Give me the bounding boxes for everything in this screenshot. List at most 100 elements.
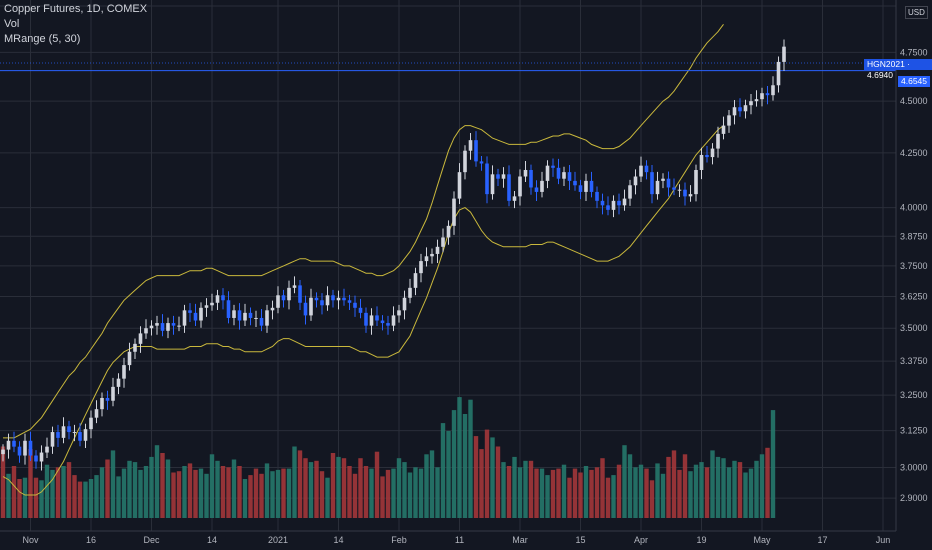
candle-body [61, 426, 66, 438]
volume-bar [193, 469, 198, 518]
candle-body [39, 452, 44, 462]
currency-label[interactable]: USD [905, 6, 928, 19]
candle-body [622, 198, 627, 206]
chart-legend: Copper Futures, 1D, COMEX Vol MRange (5,… [4, 2, 147, 47]
volume-bar [715, 456, 721, 518]
volume-bar [501, 462, 506, 518]
candle-body [639, 165, 643, 177]
candle-body [540, 180, 544, 192]
candle-body [243, 312, 247, 321]
candle-body [270, 307, 275, 311]
candle-body [347, 300, 352, 303]
volume-bar [418, 468, 424, 518]
x-tick-label: Jun [876, 535, 891, 545]
volume-bar [132, 462, 138, 518]
volume-bar [385, 469, 391, 518]
volume-bar [248, 475, 253, 518]
candle-body [358, 307, 363, 313]
y-tick-label: 4.2500 [900, 148, 928, 158]
volume-bar [479, 449, 484, 518]
candle-body [303, 302, 308, 316]
volume-bar [732, 460, 737, 518]
candle-body [215, 295, 220, 303]
candle-body [276, 295, 280, 308]
candle-body [116, 378, 121, 387]
candle-body [479, 161, 484, 164]
x-tick-label: Dec [143, 535, 160, 545]
candle-body [496, 174, 500, 179]
volume-bar [512, 456, 517, 518]
volume-bar [88, 479, 94, 518]
volume-bar [594, 467, 600, 518]
candle-body [237, 310, 242, 321]
volume-bar [72, 475, 77, 518]
volume-bar [116, 476, 121, 518]
candle-body [501, 174, 506, 179]
volume-bar [17, 479, 22, 518]
volume-bar [165, 459, 171, 518]
volume-bar [765, 447, 770, 518]
y-tick-label: 4.0000 [900, 203, 928, 213]
x-tick-label: Nov [22, 535, 39, 545]
candle-body [567, 172, 572, 181]
volume-bar [0, 446, 6, 518]
volume-bar [704, 467, 710, 518]
volume-bar [589, 469, 594, 518]
candle-body [232, 310, 236, 318]
volume-bar [325, 477, 330, 518]
volume-bar [506, 466, 512, 518]
candle-body [446, 225, 451, 238]
y-tick-label: 3.8750 [900, 231, 928, 241]
candle-body [644, 165, 649, 173]
candle-body [655, 180, 660, 195]
candle-body [556, 167, 561, 179]
candle-body [457, 172, 462, 199]
volume-bar [754, 460, 759, 518]
volume-bar [710, 450, 715, 518]
volume-bar [770, 410, 776, 518]
volume-bar [380, 476, 385, 518]
volume-bar [374, 451, 380, 518]
candle-body [743, 105, 748, 112]
candle-body [573, 180, 577, 186]
legend-indicator[interactable]: MRange (5, 30) [4, 33, 81, 45]
candle-body [380, 320, 385, 324]
candle-body [424, 256, 429, 262]
candle-body [661, 178, 665, 181]
volume-bar [231, 459, 237, 518]
candle-body [721, 125, 726, 134]
candle-body [589, 180, 594, 192]
x-tick-label: 2021 [268, 535, 288, 545]
candle-body [78, 432, 82, 441]
volume-bar [330, 453, 336, 518]
candle-body [265, 310, 269, 326]
candle-body [705, 154, 709, 158]
legend-symbol[interactable]: Copper Futures, 1D, COMEX [4, 3, 148, 15]
volume-bar [633, 467, 638, 518]
volume-bar [264, 463, 270, 518]
volume-bar [61, 466, 66, 518]
candle-body [166, 323, 170, 331]
candle-body [171, 323, 176, 326]
volume-bar [429, 450, 435, 518]
volume-bar [358, 458, 363, 518]
candle-body [716, 133, 720, 149]
volume-bar [748, 468, 754, 518]
volume-bar [583, 466, 589, 518]
candle-body [683, 189, 687, 197]
volume-bar [176, 471, 182, 518]
candle-body [523, 169, 528, 177]
volume-bar [66, 462, 72, 518]
volume-bar [424, 454, 429, 518]
volume-bar [440, 423, 446, 518]
mrange-lower-line [2, 125, 724, 496]
volume-bar [627, 454, 633, 518]
volume-bar [622, 445, 627, 518]
candle-body [474, 140, 478, 162]
volume-bar [220, 466, 226, 518]
volume-bar [336, 456, 341, 518]
volume-bar [215, 460, 220, 518]
legend-volume[interactable]: Vol [4, 18, 20, 30]
